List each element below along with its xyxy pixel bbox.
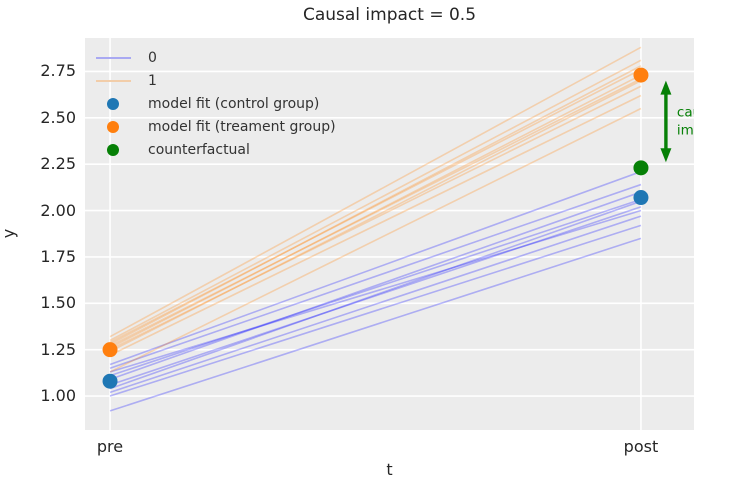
sample-line-group-0 <box>109 191 642 381</box>
dot-swatch-icon <box>107 143 119 156</box>
legend-label: model fit (treament group) <box>148 118 336 135</box>
chart-title: Causal impact = 0.5 <box>302 5 477 25</box>
legend-item: 1 <box>95 69 336 92</box>
y-tick-label: 2.75 <box>40 61 76 81</box>
sample-line-group-1 <box>109 78 642 347</box>
y-tick-label: 2.25 <box>40 154 76 174</box>
sample-line-group-1 <box>109 79 642 353</box>
sample-line-group-0 <box>109 237 642 412</box>
legend-label: model fit (control group) <box>148 95 320 112</box>
legend-item: model fit (control group) <box>95 92 336 115</box>
causal-impact-label: impact <box>677 122 694 138</box>
sample-line-group-0 <box>109 224 642 397</box>
sample-line-group-1 <box>109 46 642 338</box>
legend: 0 1 model fit (control group) model fit (tr… <box>95 46 336 161</box>
arrowhead-down-icon <box>660 148 672 163</box>
sample-line-group-1 <box>109 68 642 343</box>
y-tick-label: 1.50 <box>40 293 76 313</box>
sample-line-group-1 <box>109 107 642 373</box>
legend-dot-swatch <box>95 143 131 156</box>
y-tick-label: 1.25 <box>40 339 76 359</box>
sample-line-group-1 <box>109 85 642 351</box>
x-tick-label: pre <box>96 437 124 456</box>
plot-area: causal impact 0 1 model fit (control group)… <box>85 38 694 430</box>
sample-line-group-0 <box>109 200 642 390</box>
dot-swatch-icon <box>107 97 119 110</box>
x-axis-label: t <box>386 460 393 479</box>
sample-line-group-1 <box>109 59 642 342</box>
line-swatch-icon <box>95 79 131 82</box>
sample-line-group-1 <box>109 74 642 349</box>
legend-line-swatch <box>95 56 131 59</box>
scatter-point <box>102 342 118 358</box>
sample-line-group-0 <box>109 209 642 373</box>
x-tick-label: post <box>623 437 659 456</box>
legend-label: 0 <box>148 49 157 66</box>
causal-impact-label: causal <box>677 104 694 120</box>
line-swatch-icon <box>95 56 131 59</box>
legend-item: 0 <box>95 46 336 69</box>
y-tick-label: 2.00 <box>40 200 76 220</box>
scatter-point <box>633 190 649 206</box>
y-tick-label: 2.50 <box>40 107 76 127</box>
legend-label: counterfactual <box>148 141 250 158</box>
sample-line-group-0 <box>109 183 642 369</box>
sample-line-group-1 <box>109 94 642 356</box>
legend-item: counterfactual <box>95 138 336 161</box>
legend-dot-swatch <box>95 97 131 110</box>
legend-line-swatch <box>95 79 131 82</box>
sample-line-group-0 <box>109 215 642 394</box>
arrowhead-up-icon <box>660 80 672 95</box>
sample-line-group-1 <box>109 65 642 345</box>
y-axis-label: y <box>0 228 19 239</box>
legend-dot-swatch <box>95 120 131 133</box>
sample-line-group-0 <box>109 170 642 366</box>
scatter-point <box>633 67 649 83</box>
scatter-point <box>633 160 649 176</box>
y-tick-label: 1.75 <box>40 246 76 266</box>
sample-line-group-0 <box>109 198 642 377</box>
sample-line-group-0 <box>109 206 642 386</box>
y-tick-label: 1.00 <box>40 386 76 406</box>
scatter-point <box>102 373 118 389</box>
legend-label: 1 <box>148 72 157 89</box>
dot-swatch-icon <box>107 120 119 133</box>
plot-canvas: causal impact <box>85 38 694 430</box>
legend-item: model fit (treament group) <box>95 115 336 138</box>
